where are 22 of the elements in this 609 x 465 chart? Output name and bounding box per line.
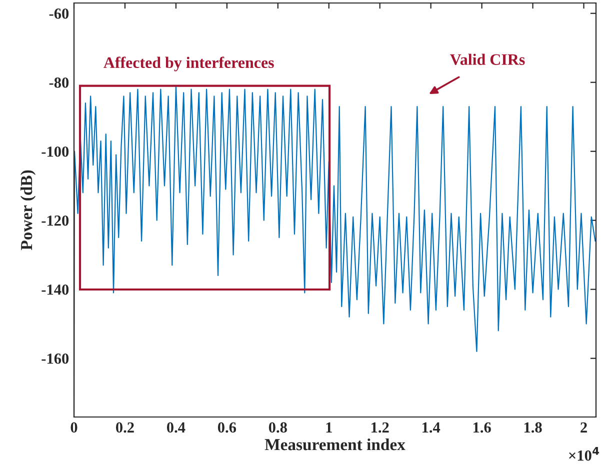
x-tick-label: 1.4 [422,422,440,433]
x-tick-label: 0.6 [218,422,236,433]
annotation: Valid CIRs [450,54,525,66]
x-tick-label: 1 [326,422,332,432]
x-axis-title: Measurement index [264,438,406,450]
x-tick-label: 0.4 [166,422,186,433]
y-tick-label: -100 [42,146,69,157]
annotation: Affected by interferences [104,56,274,72]
x-tick-label: 2 [580,422,587,432]
x-tick-label: 0.8 [268,422,287,433]
x-tick-label: 1.2 [372,422,389,433]
y-tick-label: -120 [42,215,69,226]
x-tick-label: 0 [70,422,78,433]
y-tick-label: -140 [42,284,69,295]
text: ×10$^{4}$ [569,446,600,461]
x-tick-label: 0.2 [116,422,134,433]
y-tick-label: -160 [42,353,69,364]
y-axis-title: Power (dB) [20,170,36,250]
y-tick-label: -60 [49,8,69,19]
x-tick-label: 1.8 [524,422,542,433]
y-tick-label: -80 [49,77,69,88]
x-tick-label: 1.6 [473,422,491,433]
